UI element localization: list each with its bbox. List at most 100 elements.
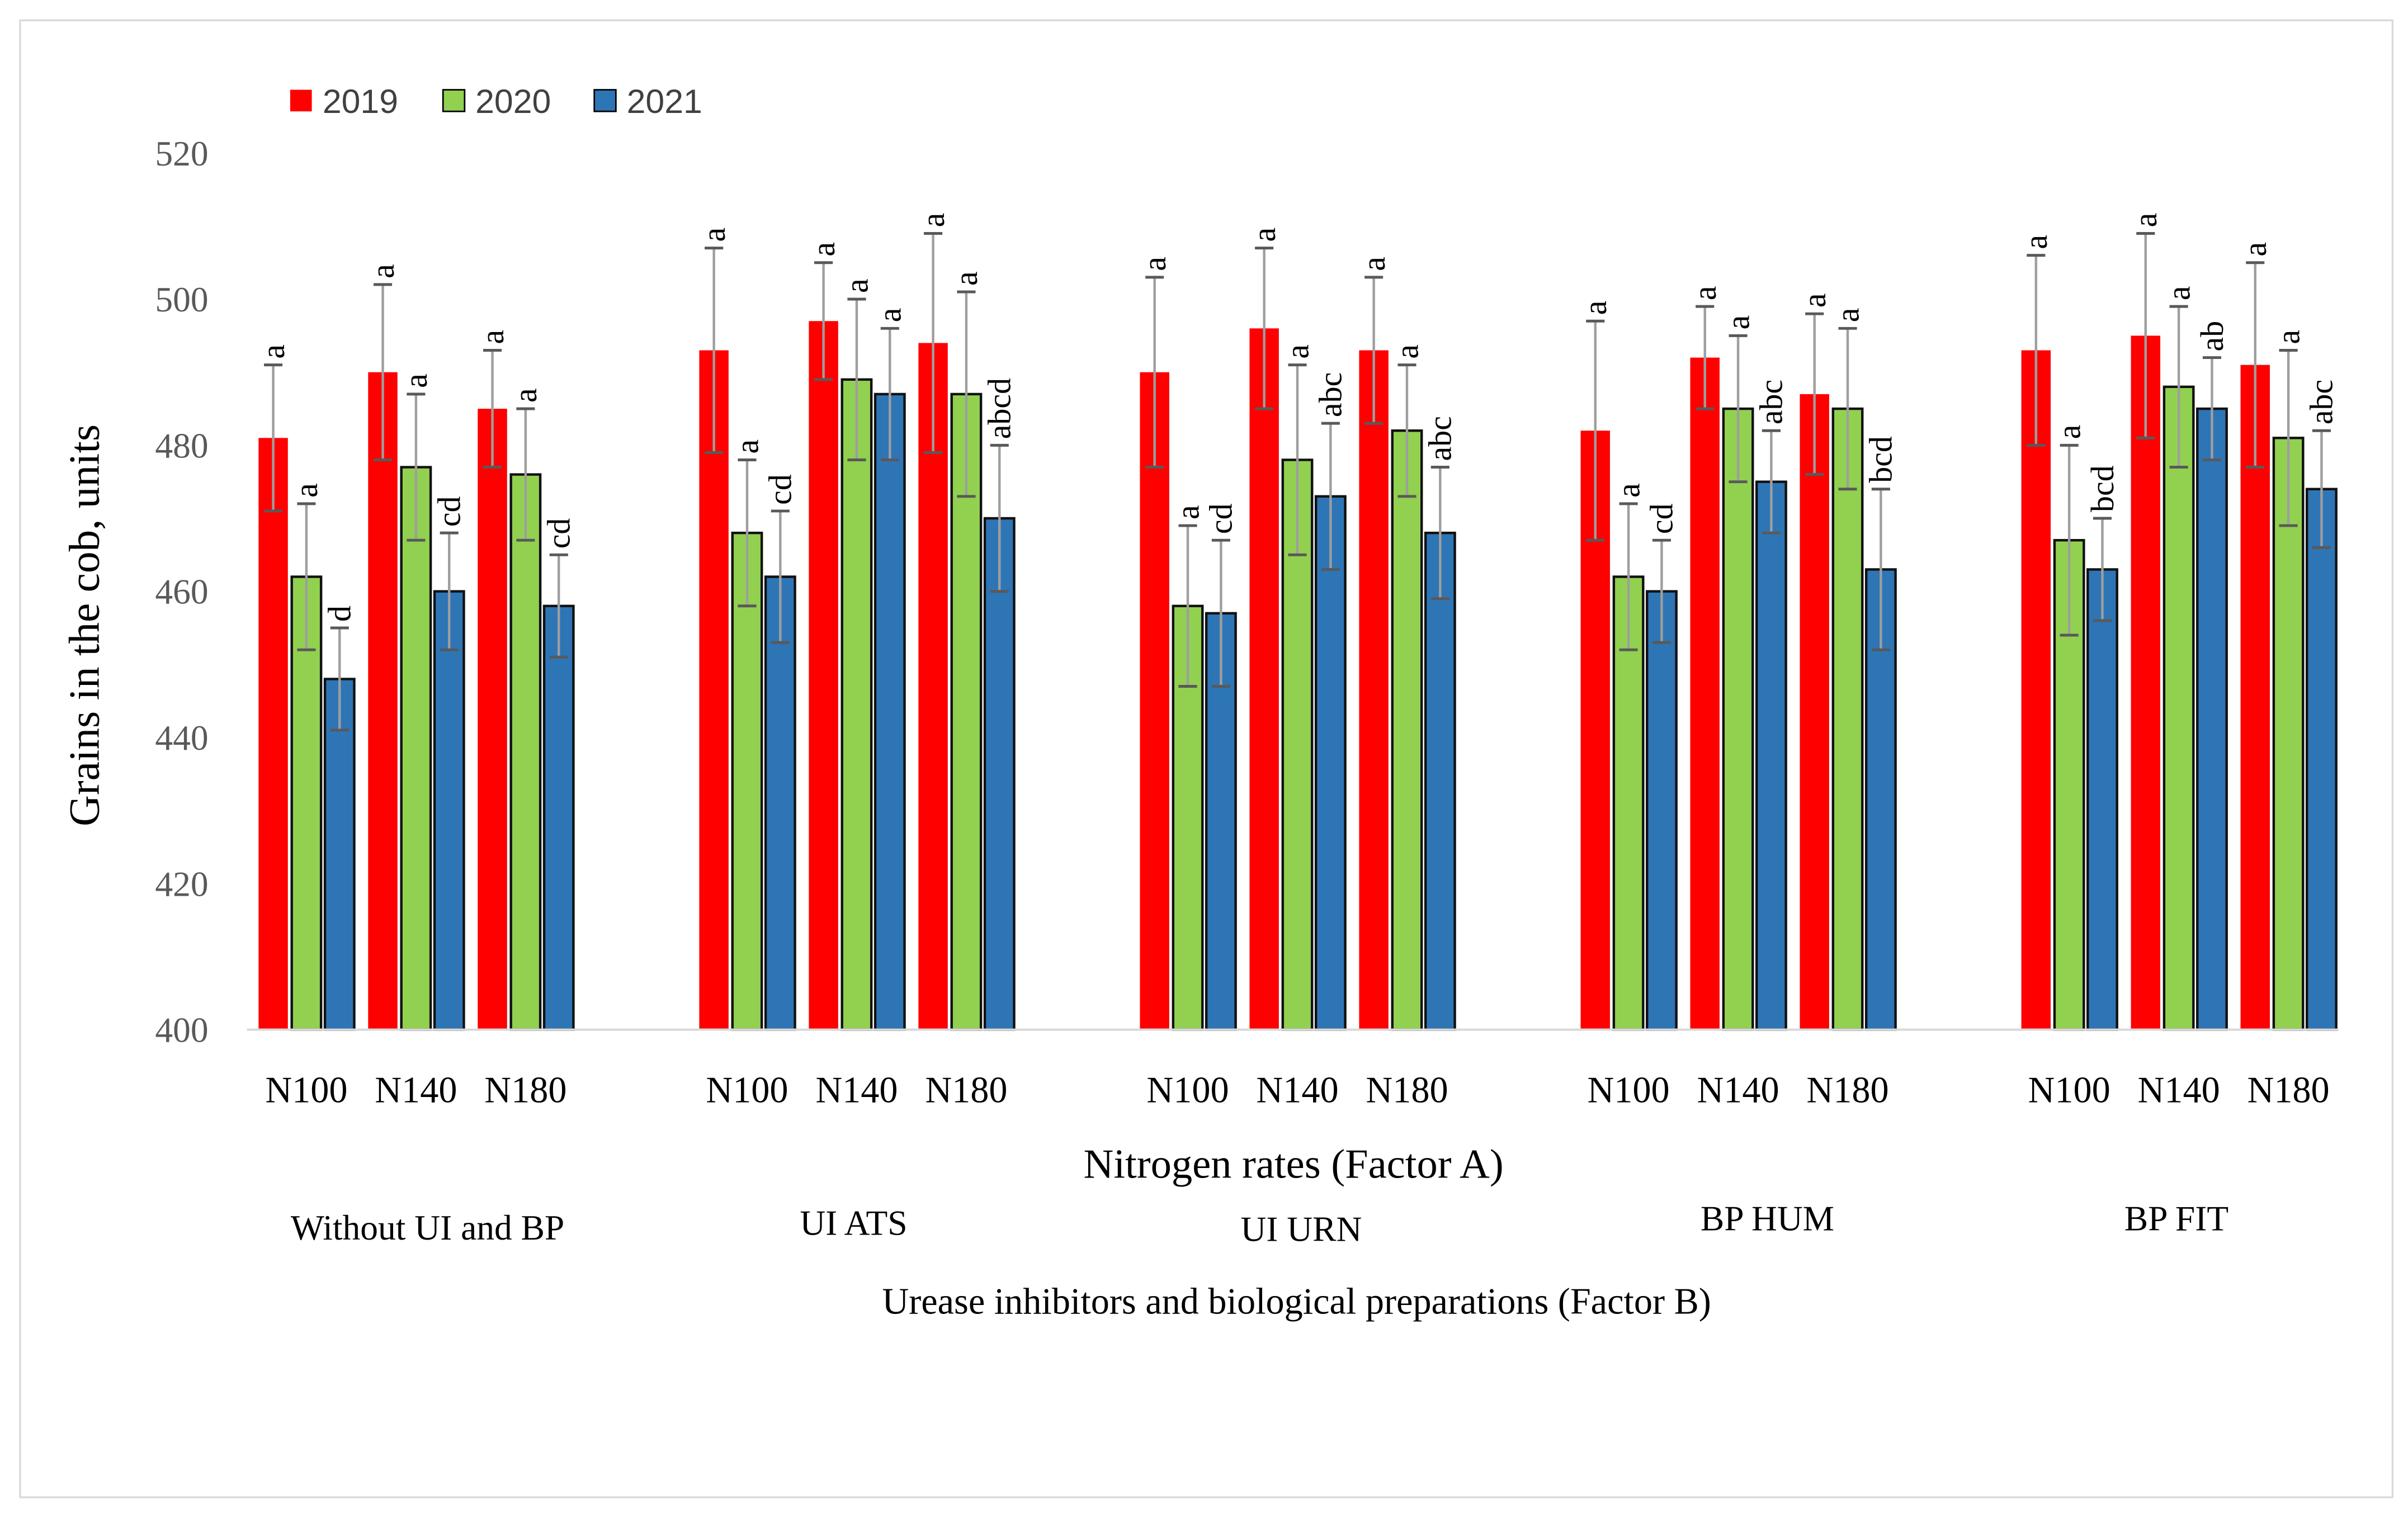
y-tick-label: 420 (155, 864, 208, 904)
bar-2019 (258, 438, 288, 1030)
nitrogen-rate-label: N180 (2247, 1070, 2329, 1110)
bar-2019 (1140, 372, 1169, 1030)
bar-2020 (400, 466, 432, 1031)
nitrogen-rate-label: N140 (1697, 1070, 1779, 1110)
significance-letter: a (474, 330, 511, 344)
nitrogen-rate-label: N140 (375, 1070, 457, 1110)
significance-letter: cd (431, 496, 468, 527)
y-tick-label: 440 (155, 718, 208, 758)
bar-2020 (731, 531, 763, 1031)
bar-2020 (1831, 407, 1864, 1031)
significance-letter: a (1356, 257, 1392, 271)
significance-letter: abc (1753, 380, 1790, 424)
bar-2021 (983, 517, 1016, 1031)
y-tick-label: 520 (155, 134, 208, 173)
significance-letter: a (948, 271, 984, 286)
bar-2021 (1645, 590, 1678, 1031)
nitrogen-rate-label: N100 (2028, 1070, 2110, 1110)
bar-2021 (1314, 495, 1347, 1031)
group-label: UI ATS (800, 1203, 907, 1243)
significance-letter: a (2127, 213, 2164, 228)
bar-2019 (2021, 350, 2051, 1030)
significance-letter: a (1136, 257, 1173, 271)
y-tick-label: 480 (155, 425, 208, 465)
bar-2021 (2305, 488, 2338, 1031)
significance-letter: cd (762, 474, 799, 505)
significance-letter: a (696, 228, 732, 242)
significance-letter: a (1246, 228, 1282, 242)
significance-letter: a (1796, 293, 1833, 308)
nitrogen-rate-label: N100 (265, 1070, 347, 1110)
significance-letter: bcd (1863, 436, 1899, 483)
significance-letter: a (1279, 344, 1315, 359)
significance-letter: a (255, 344, 291, 359)
significance-letter: bcd (2084, 465, 2121, 512)
bar-2021 (542, 604, 575, 1031)
legend-label-2019: 2019 (323, 82, 398, 120)
legend: 2019 2020 2021 (290, 82, 702, 120)
significance-letter: a (1687, 286, 1723, 300)
bar-2019 (478, 409, 507, 1030)
legend-label-2020: 2020 (475, 82, 551, 120)
group-label: UI URN (1240, 1209, 1362, 1249)
y-tick-label: 400 (155, 1010, 208, 1050)
significance-letter: a (805, 242, 842, 257)
bar-2021 (764, 575, 796, 1031)
bar-2020 (509, 473, 542, 1031)
significance-letter: a (1829, 308, 1866, 323)
significance-letter: a (507, 388, 544, 403)
bar-2019 (1690, 357, 1720, 1030)
significance-letter: a (1389, 344, 1425, 359)
bar-2021 (2196, 407, 2228, 1031)
legend-swatch-2021 (593, 89, 617, 112)
bar-2019 (1359, 350, 1389, 1030)
x-axis-label: Nitrogen rates (Factor A) (1084, 1142, 1504, 1188)
bar-2019 (1800, 394, 1829, 1030)
significance-letter: a (915, 213, 951, 228)
nitrogen-rate-label: N140 (2138, 1070, 2220, 1110)
x-tick-labels: N100 N140 N180 Without UI and BP N100 N140 N18… (265, 1070, 2329, 1249)
bar-2020 (1391, 429, 1423, 1031)
significance-letter: a (729, 439, 765, 454)
significance-letter: a (1169, 505, 1206, 519)
group-label: Without UI and BP (291, 1208, 564, 1247)
nitrogen-rate-label: N100 (1146, 1070, 1229, 1110)
significance-letter: a (1577, 300, 1613, 315)
significance-letter: a (398, 373, 434, 388)
significance-letter: a (2237, 242, 2273, 257)
nitrogen-rate-label: N100 (1587, 1070, 1669, 1110)
bar-2019 (918, 343, 948, 1030)
significance-letter: ab (2194, 321, 2230, 352)
significance-letter: abc (1312, 372, 1349, 417)
legend-swatch-2019 (290, 89, 312, 112)
significance-letter: a (1720, 315, 1756, 330)
significance-letter: a (2051, 425, 2087, 439)
significance-letter: cd (1203, 503, 1239, 534)
factor-b-label: Urease inhibitors and biological prepara… (882, 1281, 1711, 1322)
y-axis: 400 420 440 460 480 500 520 (155, 134, 208, 1050)
significance-letter: a (365, 264, 401, 278)
nitrogen-rate-label: N100 (706, 1070, 788, 1110)
bar-2019 (368, 372, 398, 1030)
significance-letter: a (838, 278, 875, 293)
bar-2019 (699, 350, 729, 1030)
y-axis-label: Grains in the cob, units (60, 424, 108, 826)
significance-letter: cd (541, 518, 577, 549)
significance-letter: a (872, 308, 908, 323)
significance-letter: abcd (981, 378, 1018, 439)
bar-2019 (2131, 335, 2160, 1030)
nitrogen-rate-label: N180 (925, 1070, 1007, 1110)
bar-2019 (809, 321, 838, 1030)
significance-letter: a (2160, 286, 2197, 300)
significance-letter: a (288, 483, 324, 498)
significance-letter: abc (2303, 380, 2340, 424)
bar-2021 (433, 590, 465, 1031)
legend-label-2021: 2021 (627, 82, 702, 120)
bar-2021 (2086, 568, 2118, 1031)
bar-2020 (1722, 407, 1754, 1031)
nitrogen-rate-label: N140 (815, 1070, 898, 1110)
bar-2020 (2163, 385, 2195, 1031)
significance-letter: d (322, 606, 358, 622)
bar-2019 (2240, 365, 2270, 1030)
significance-letter: a (1610, 483, 1646, 498)
